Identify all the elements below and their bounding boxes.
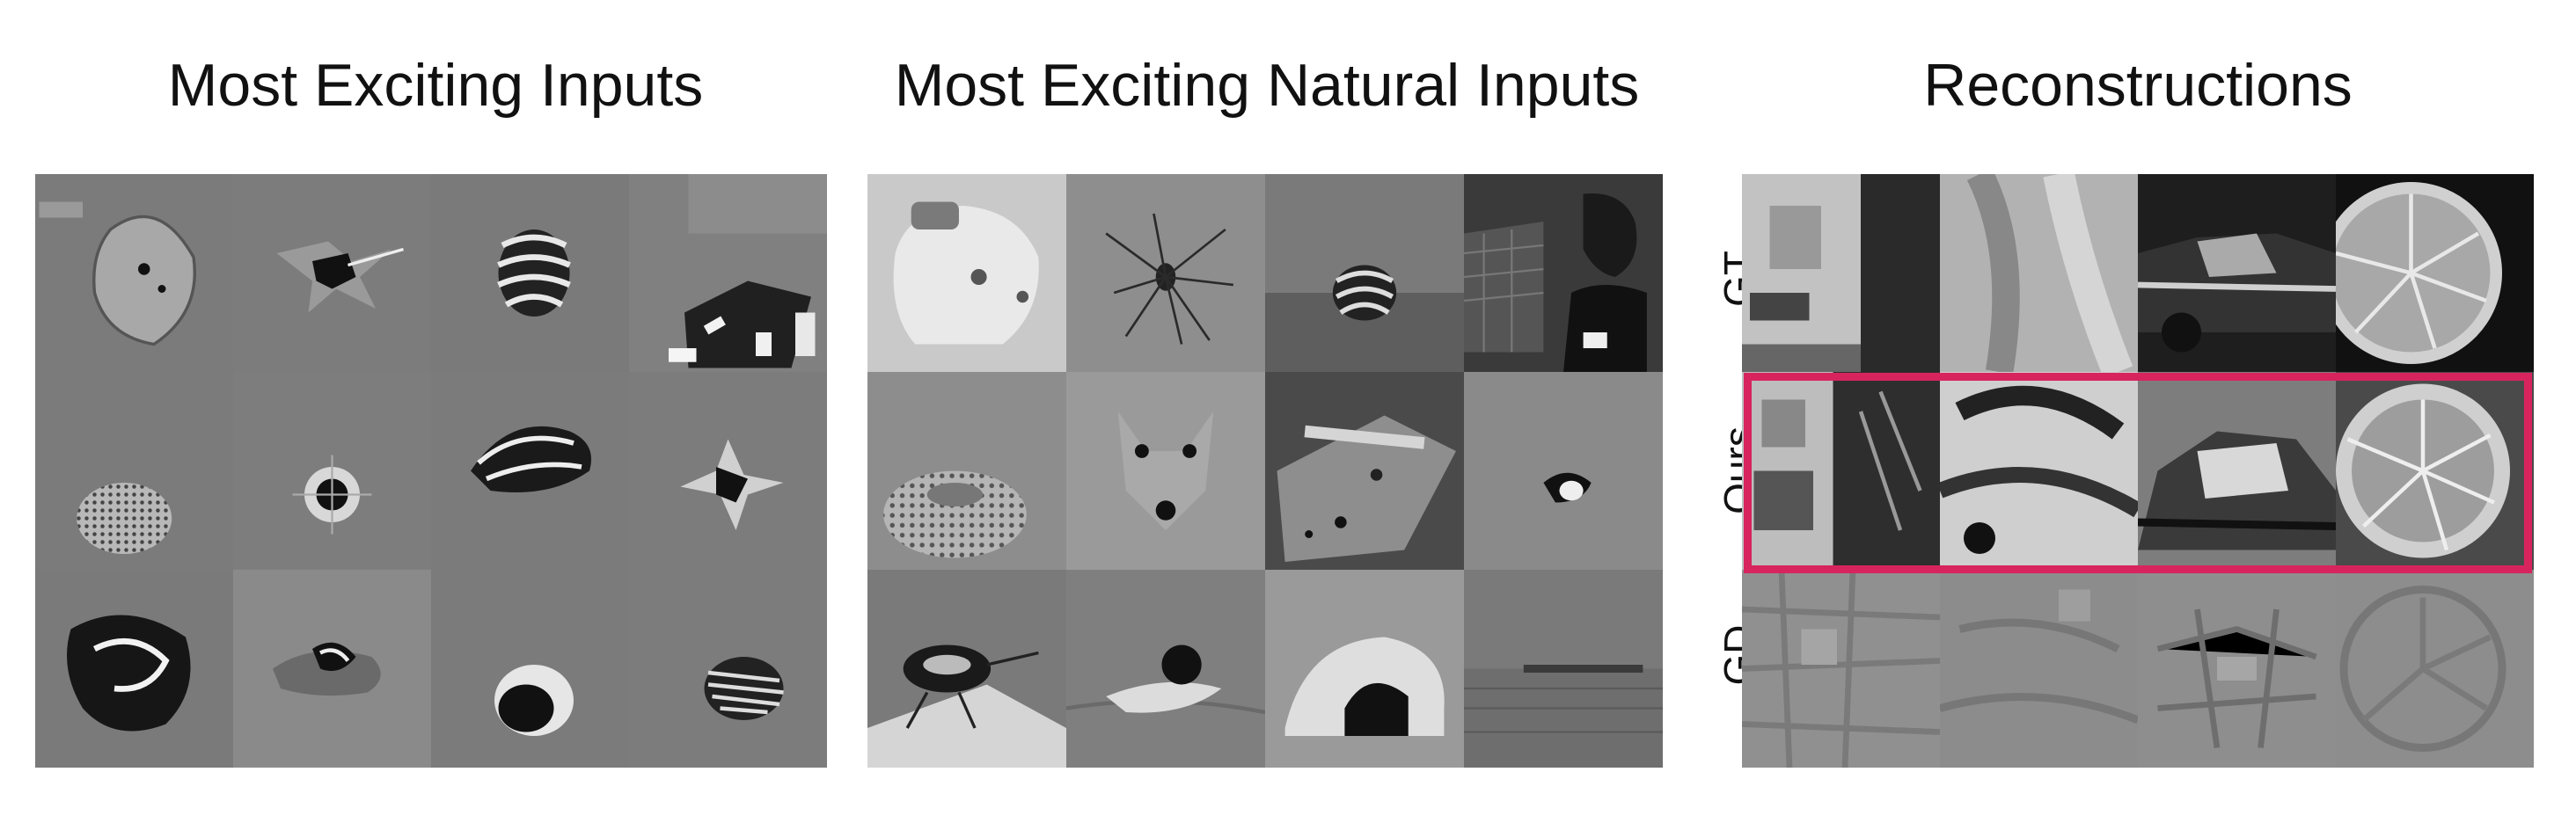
- ours-vintage-car: [2138, 372, 2336, 570]
- mei-title: Most Exciting Inputs: [167, 52, 704, 119]
- dog-on-fence: [1464, 174, 1663, 372]
- gt-interior: [1742, 174, 1940, 372]
- reconstructions-grid: [1742, 174, 2534, 768]
- gd-close-up: [1940, 570, 2138, 768]
- mei-scatter-rects: [629, 174, 827, 372]
- fox-face: [1066, 372, 1265, 570]
- ours-citrus-slice: [2336, 372, 2534, 570]
- gt-vintage-car: [2138, 174, 2336, 372]
- mei-torn-shape: [233, 570, 431, 768]
- gd-citrus-slice: [2336, 570, 2534, 768]
- meni-title: Most Exciting Natural Inputs: [894, 52, 1640, 119]
- striped-shell: [1265, 174, 1464, 372]
- gt-close-up: [1940, 174, 2138, 372]
- mei-star-shape: [629, 372, 827, 570]
- ours-interior: [1742, 372, 1940, 570]
- ours-close-up: [1940, 372, 2138, 570]
- gd-interior: [1742, 570, 1940, 768]
- gt-citrus-slice: [2336, 174, 2534, 372]
- mei-lens-shape: [35, 174, 233, 372]
- mei-zebra-blob: [629, 570, 827, 768]
- reconstructions-title: Reconstructions: [1923, 52, 2353, 119]
- mei-lobed-shape: [431, 372, 629, 570]
- leaf-eyes: [1265, 372, 1464, 570]
- mei-ring-spot: [233, 372, 431, 570]
- half-shell: [1265, 570, 1464, 768]
- spider: [1066, 174, 1265, 372]
- mei-eye-shape: [431, 570, 629, 768]
- gd-vintage-car: [2138, 570, 2336, 768]
- beetle-on-leaf: [867, 570, 1066, 768]
- mei-dotted-ball: [35, 372, 233, 570]
- coral-mushroom: [867, 372, 1066, 570]
- small-bird: [1464, 372, 1663, 570]
- ours-highlight-frame: [1744, 373, 2532, 573]
- mei-splat: [233, 174, 431, 372]
- meni-grid: [867, 174, 1663, 768]
- swimming-bird: [1066, 570, 1265, 768]
- mei-grid: [35, 174, 827, 768]
- mei-dark-blob: [35, 570, 233, 768]
- mei-striped-shell: [431, 174, 629, 372]
- piggy-bank: [867, 174, 1066, 372]
- distant-pier: [1464, 570, 1663, 768]
